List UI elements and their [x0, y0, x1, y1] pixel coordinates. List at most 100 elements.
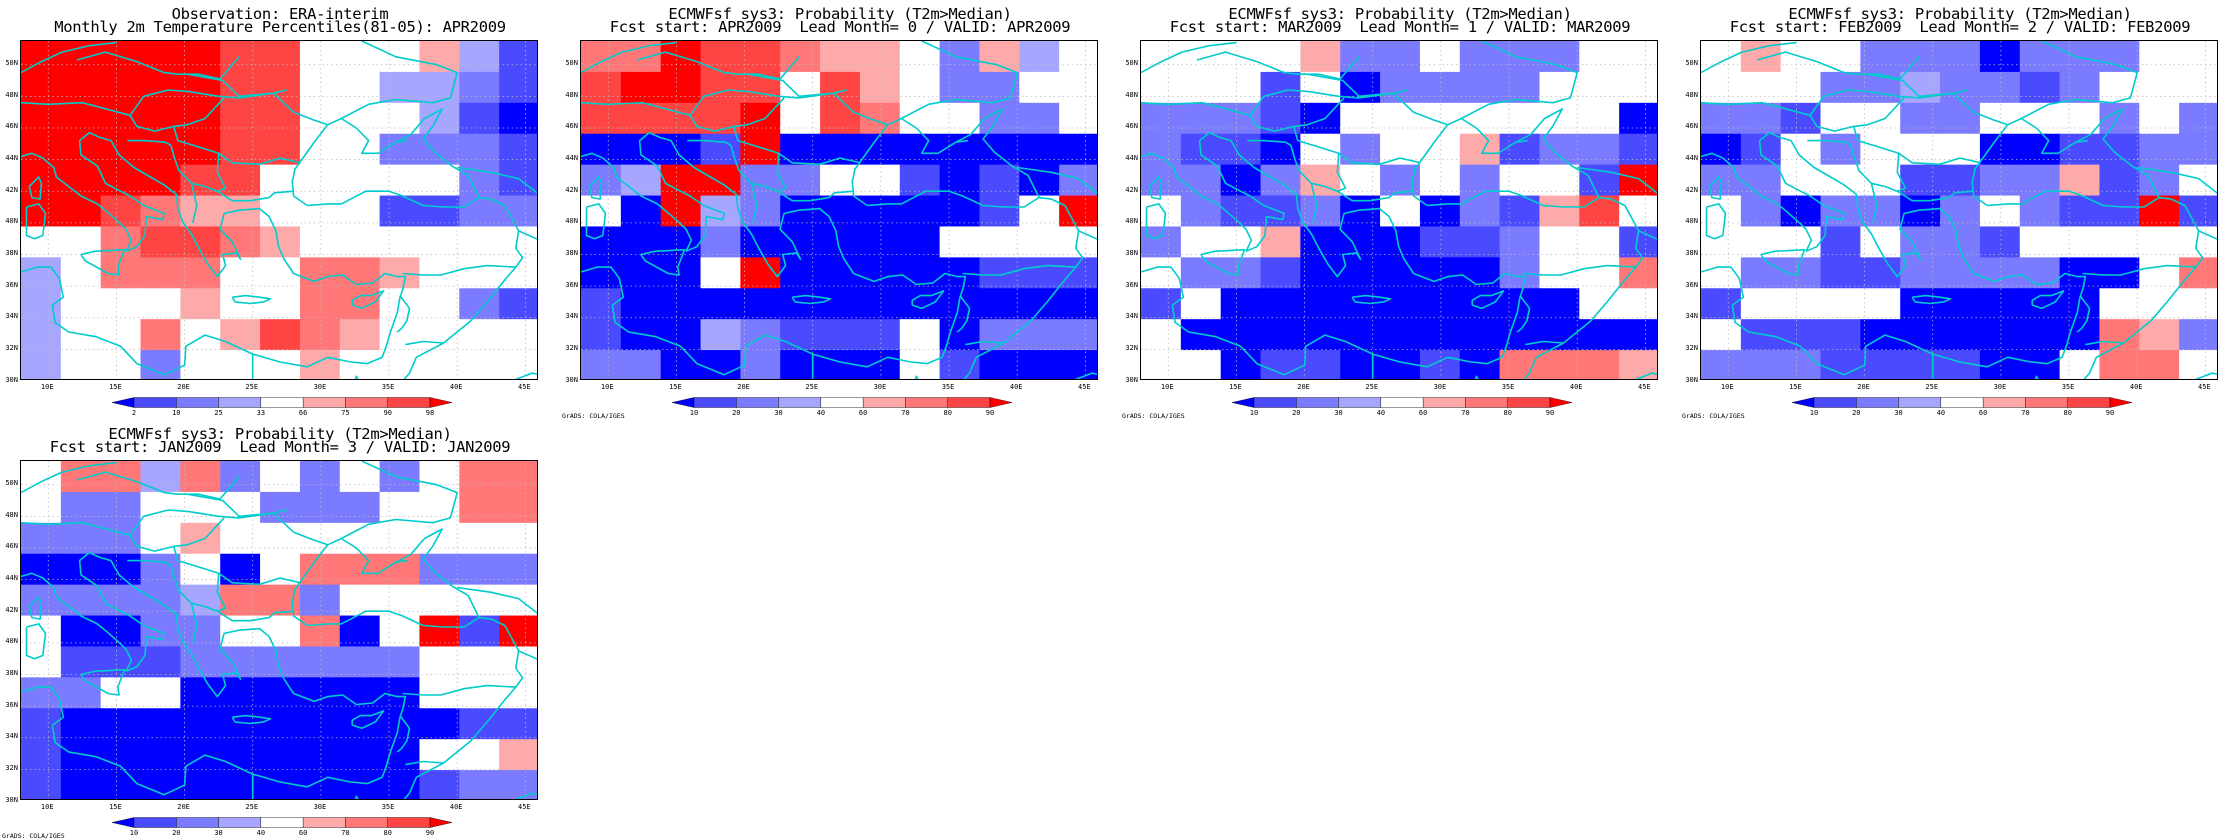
grid-cell [2139, 102, 2180, 135]
grid-cell [419, 133, 460, 166]
grid-cell [2139, 226, 2180, 258]
grid-cell [2099, 288, 2140, 320]
grid-cell [180, 164, 221, 197]
grid-cell [2059, 288, 2101, 320]
coastline [1701, 266, 2032, 376]
coastline [581, 41, 677, 74]
grid-cell [1300, 41, 1341, 73]
grads-credit: GrADS: COLA/IGES [1682, 412, 1745, 420]
grid-cell [60, 164, 102, 197]
panel-title-line2: Monthly 2m Temperature Percentiles(81-05… [54, 18, 506, 36]
grid-cell [379, 708, 421, 740]
grid-cell [1419, 41, 1461, 73]
latitude-tick-label: 36N [5, 700, 18, 709]
grid-cell [1019, 133, 1060, 166]
coastline [268, 636, 407, 785]
colorbar-swatch [133, 817, 177, 828]
latitude-tick-label: 42N [5, 185, 18, 194]
grid-cell [1979, 319, 2021, 351]
grid-cell [859, 133, 901, 166]
coastline [1249, 97, 1345, 132]
map-frame [20, 40, 538, 380]
coastline [351, 710, 385, 730]
grid-cell [1300, 164, 1341, 197]
longitude-tick-label: 10E [1160, 383, 1174, 391]
grid-cell [140, 41, 181, 73]
grid-cell [939, 102, 981, 135]
grid-cell [379, 646, 421, 678]
grid-cell [700, 41, 741, 73]
colorbar-swatch [862, 397, 906, 408]
grid-cell [499, 71, 537, 104]
grid-cell [1619, 71, 1657, 104]
grid-cell [1059, 288, 1097, 320]
colorbar-tick-label: 70 [2021, 409, 2030, 417]
grid-cell [220, 319, 261, 351]
colorbar-swatch [1982, 397, 2026, 408]
grid-cell [939, 226, 981, 258]
colorbar-swatch [672, 397, 695, 408]
grid-cell [1701, 350, 1742, 379]
grid-cell [60, 257, 102, 289]
grid-cell [1900, 133, 1941, 166]
grid-cell [979, 226, 1020, 258]
grid-cell [260, 739, 301, 771]
coastline [1948, 216, 2087, 365]
coastline [28, 596, 43, 620]
grid-cell [419, 288, 460, 320]
grid-cell [780, 102, 821, 135]
coastline [25, 203, 47, 240]
map-frame [20, 460, 538, 800]
grid-cell [1180, 288, 1222, 320]
grid-cell [100, 71, 142, 104]
grid-cell [859, 195, 901, 228]
grid-cell [660, 226, 702, 258]
grid-cell [60, 71, 102, 104]
grid-cell [700, 226, 741, 258]
colorbar-swatch [260, 397, 304, 408]
grid-cell [220, 739, 261, 771]
grid-cell [180, 288, 221, 320]
longitude-tick-label: 30E [873, 383, 887, 391]
grid-cell [780, 164, 821, 197]
grid-cell [899, 71, 941, 104]
panel-title-line1: ECMWFsf sys3: Probability (T2m>Median) [1788, 5, 2132, 23]
grid-cell [1539, 288, 1580, 320]
coastline [403, 762, 444, 799]
grid-cell [899, 102, 941, 135]
grid-cell [1340, 288, 1381, 320]
grid-cell [459, 319, 500, 351]
grid-cell [419, 195, 460, 228]
grid-cell [1940, 41, 1981, 73]
grid-cell [60, 522, 102, 555]
latitude-tick-label: 46N [565, 122, 578, 131]
longitude-tick-label: 45E [518, 803, 531, 811]
grid-cell [459, 350, 500, 379]
colorbar [112, 817, 452, 828]
panel-title-line1: ECMWFsf sys3: Probability (T2m>Median) [108, 425, 452, 443]
colorbar-tick-label: 70 [901, 409, 910, 417]
colorbar-tick-label: 90 [985, 409, 995, 417]
grid-cell [1780, 226, 1822, 258]
grads-credit: GrADS: COLA/IGES [562, 412, 625, 420]
colorbar-tick-label: 10 [129, 829, 139, 837]
grid-cell [1180, 257, 1222, 289]
coastline [956, 295, 971, 333]
colorbar-swatch [429, 397, 452, 408]
colorbar-swatch [1940, 397, 1984, 408]
colorbar [1232, 397, 1572, 408]
grid-cell [1619, 350, 1657, 379]
colorbar-swatch [947, 397, 991, 408]
grid-cell [1979, 164, 2021, 197]
grid-cell [60, 226, 102, 258]
coastline [231, 294, 272, 305]
grid-cell [859, 164, 901, 197]
grid-cell [1701, 102, 1742, 135]
probability-map [1141, 41, 1657, 379]
colorbar-tick-label: 20 [1292, 409, 1301, 417]
grid-cell [1579, 71, 1620, 104]
latitude-tick-label: 32N [5, 763, 18, 772]
grid-cell [1740, 257, 1782, 289]
latitude-tick-label: 30N [1125, 375, 1138, 384]
colorbar-graphic [672, 397, 1012, 408]
